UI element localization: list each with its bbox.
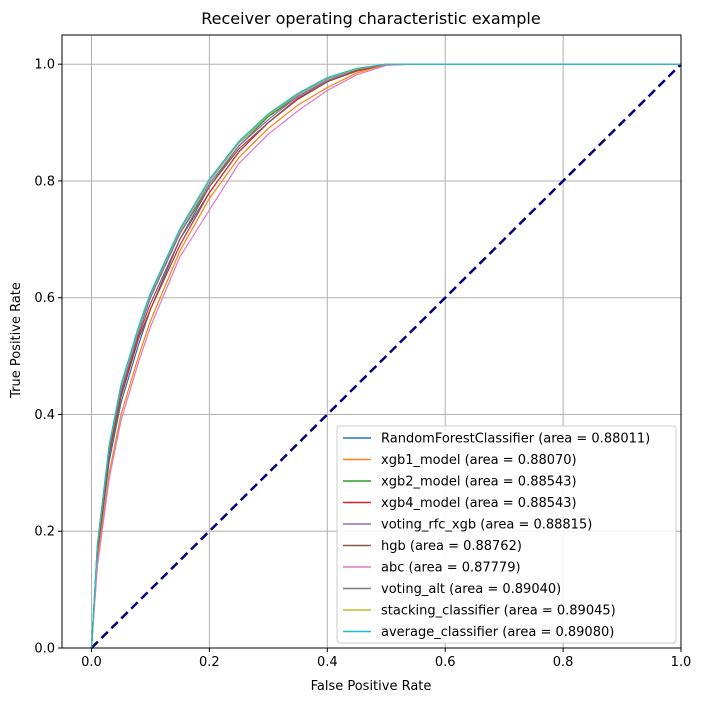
roc-curve-line [90,63,681,649]
y-tick-label: 0.6 [34,291,55,306]
legend: RandomForestClassifier (area = 0.88011) x… [336,425,677,644]
legend-entry: xgb1_model (area = 0.88070) [381,453,577,468]
x-tick-label: 0.8 [553,655,574,670]
roc-curve-line [90,63,681,649]
series-layer [90,63,681,649]
roc-curve-line [90,63,681,649]
y-tick-label: 0.8 [34,174,55,189]
y-axis-label: True Positive Rate [9,282,24,399]
x-axis-label: False Positive Rate [311,679,432,694]
legend-entry: RandomForestClassifier (area = 0.88011) [381,432,650,447]
y-tick-label: 0.4 [34,408,55,423]
chart-title: Receiver operating characteristic exampl… [201,9,540,28]
y-tick-label: 0.2 [34,525,55,540]
reference-diagonal-line [90,63,682,649]
legend-box [336,425,677,644]
legend-entry: xgb2_model (area = 0.88543) [381,475,577,490]
legend-entry: average_classifier (area = 0.89080) [381,625,614,640]
x-tick-label: 0.2 [199,655,220,670]
legend-entry: voting_rfc_xgb (area = 0.88815) [381,518,592,533]
x-tick-label: 1.0 [671,655,692,670]
x-tick-label: 0.6 [435,655,456,670]
plot-frame [61,34,682,649]
ticks: 0.0 0.2 0.4 0.6 0.8 1.0 0.0 0.2 0.4 0.6 0.8 1.0 [34,58,691,670]
legend-entry: hgb (area = 0.88762) [381,539,522,554]
x-tick-label: 0.4 [317,655,338,670]
legend-entry: stacking_classifier (area = 0.89045) [381,604,616,619]
y-tick-label: 1.0 [34,58,55,73]
roc-curve-line [90,63,681,649]
legend-entry: voting_alt (area = 0.89040) [381,582,561,597]
legend-entry: abc (area = 0.87779) [381,561,521,576]
reference-line-layer [90,63,682,649]
legend-entry: xgb4_model (area = 0.88543) [381,496,577,511]
y-tick-label: 0.0 [34,642,55,657]
x-tick-label: 0.0 [81,655,102,670]
